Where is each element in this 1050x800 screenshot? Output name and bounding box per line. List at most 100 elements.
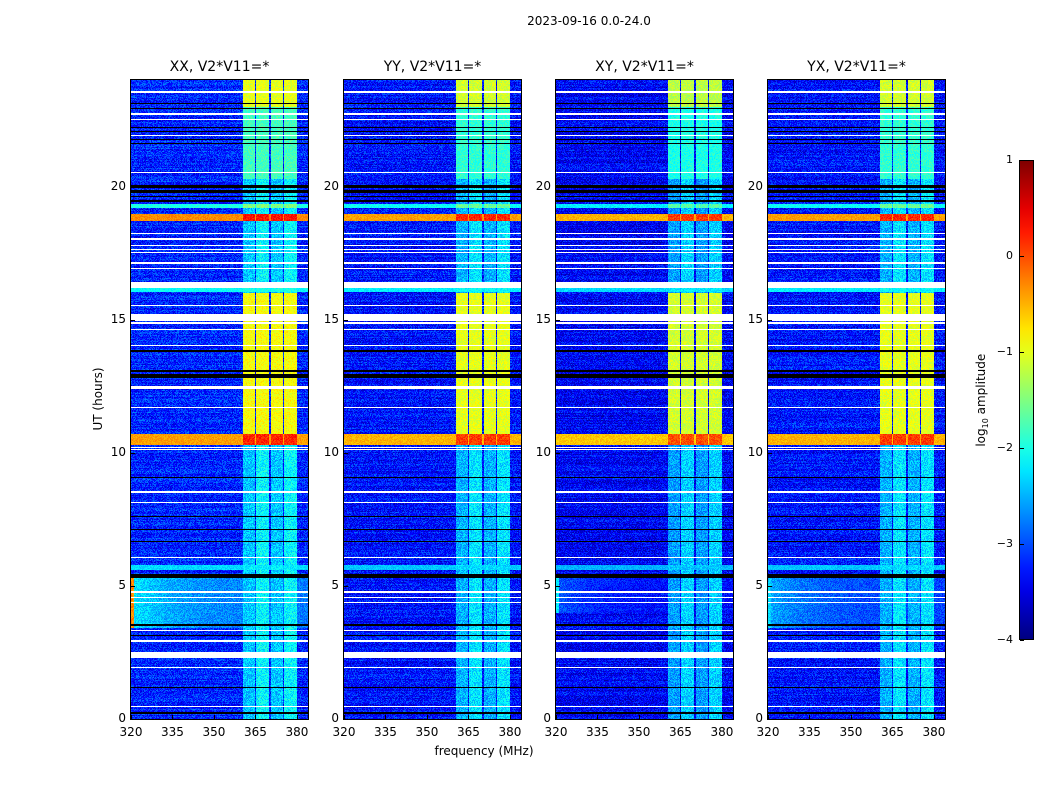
colorbar-tick-mark (1020, 544, 1024, 545)
x-tick-mark (296, 715, 298, 719)
colorbar-tick-label: −3 (996, 537, 1013, 550)
x-tick-label: 335 (586, 725, 609, 739)
x-tick-mark (721, 715, 723, 719)
waterfall-panel-1 (343, 79, 522, 720)
y-tick-label: 10 (323, 444, 339, 459)
y-tick-mark (556, 186, 560, 188)
colorbar-tick-label: −4 (996, 633, 1013, 646)
x-tick-mark (597, 715, 599, 719)
y-tick-mark (131, 452, 135, 454)
y-tick-label: 5 (118, 577, 126, 592)
colorbar-tick-label: −1 (996, 345, 1013, 358)
y-tick-mark (768, 719, 772, 720)
x-tick-label: 320 (119, 725, 143, 739)
x-tick-label: 365 (881, 725, 904, 739)
y-tick-mark (556, 719, 560, 720)
x-tick-mark (809, 715, 811, 719)
panel-title: YY, V2*V11=* (383, 59, 482, 75)
y-tick-mark (556, 452, 560, 454)
y-tick-label: 0 (543, 711, 551, 725)
y-tick-mark (768, 452, 772, 454)
y-tick-label: 5 (331, 577, 339, 592)
x-tick-mark (892, 715, 894, 719)
y-tick-label: 5 (543, 577, 551, 592)
panel-title: XY, V2*V11=* (595, 59, 694, 75)
y-tick-label: 5 (755, 577, 763, 592)
x-tick-label: 320 (332, 725, 356, 739)
y-tick-label: 20 (535, 178, 551, 193)
x-tick-label: 320 (756, 725, 780, 739)
y-tick-mark (131, 719, 135, 720)
y-tick-mark (768, 585, 772, 587)
panel-title: XX, V2*V11=* (169, 59, 270, 75)
y-tick-label: 10 (747, 444, 763, 459)
colorbar-tick-mark (1020, 352, 1024, 353)
y-tick-mark (131, 585, 135, 587)
x-tick-label: 350 (839, 725, 863, 739)
y-tick-mark (344, 719, 348, 720)
colorbar-label-sub: 10 (981, 418, 991, 429)
x-tick-label: 350 (415, 725, 439, 739)
colorbar-label: log10 amplitude (974, 350, 990, 450)
y-tick-label: 15 (535, 311, 551, 326)
y-tick-mark (768, 319, 772, 321)
y-tick-mark (344, 452, 348, 454)
y-tick-mark (344, 186, 348, 188)
x-tick-mark (344, 715, 345, 719)
y-tick-mark (131, 319, 135, 321)
x-tick-mark (213, 715, 215, 719)
x-tick-mark (509, 715, 511, 719)
x-axis-label: frequency (MHz) (434, 744, 534, 758)
y-tick-mark (556, 319, 560, 321)
y-tick-label: 0 (331, 711, 339, 725)
y-tick-label: 20 (110, 178, 126, 193)
x-tick-label: 380 (498, 725, 522, 739)
x-tick-mark (933, 715, 935, 719)
x-tick-mark (172, 715, 174, 719)
y-tick-mark (768, 186, 772, 188)
colorbar-label-rest: amplitude (973, 353, 988, 419)
x-tick-label: 350 (202, 725, 226, 739)
x-tick-label: 335 (798, 725, 821, 739)
y-tick-label: 10 (535, 444, 551, 459)
x-tick-mark (468, 715, 470, 719)
x-tick-mark (131, 715, 132, 719)
colorbar-tick-mark (1020, 160, 1024, 161)
y-tick-label: 15 (323, 311, 339, 326)
x-tick-label: 320 (544, 725, 568, 739)
colorbar (1019, 160, 1034, 640)
colorbar-tick-label: 1 (1006, 153, 1013, 166)
x-tick-mark (680, 715, 682, 719)
y-tick-mark (131, 186, 135, 188)
panel-title: YX, V2*V11=* (807, 59, 906, 75)
y-tick-label: 15 (747, 311, 763, 326)
waterfall-panel-2 (555, 79, 734, 720)
x-tick-mark (255, 715, 257, 719)
x-tick-mark (638, 715, 640, 719)
waterfall-panel-3 (767, 79, 946, 720)
waterfall-panel-0 (130, 79, 309, 720)
x-tick-label: 380 (285, 725, 309, 739)
figure-title: 2023-09-16 0.0-24.0 (527, 14, 651, 28)
y-tick-mark (556, 585, 560, 587)
y-tick-label: 0 (118, 711, 126, 725)
colorbar-tick-mark (1020, 448, 1024, 449)
x-tick-label: 350 (627, 725, 651, 739)
x-tick-mark (426, 715, 428, 719)
y-tick-label: 10 (110, 444, 126, 459)
x-tick-label: 365 (244, 725, 267, 739)
y-axis-label: UT (hours) (91, 367, 105, 431)
x-tick-mark (850, 715, 852, 719)
y-tick-mark (344, 585, 348, 587)
y-tick-label: 15 (110, 311, 126, 326)
colorbar-tick-mark (1020, 256, 1024, 257)
x-tick-mark (385, 715, 387, 719)
colorbar-tick-label: 0 (1006, 249, 1013, 262)
x-tick-label: 365 (669, 725, 692, 739)
x-tick-label: 335 (374, 725, 397, 739)
x-tick-label: 380 (710, 725, 734, 739)
colorbar-tick-mark (1020, 640, 1024, 641)
x-tick-mark (768, 715, 769, 719)
x-tick-label: 365 (457, 725, 480, 739)
y-tick-label: 0 (755, 711, 763, 725)
